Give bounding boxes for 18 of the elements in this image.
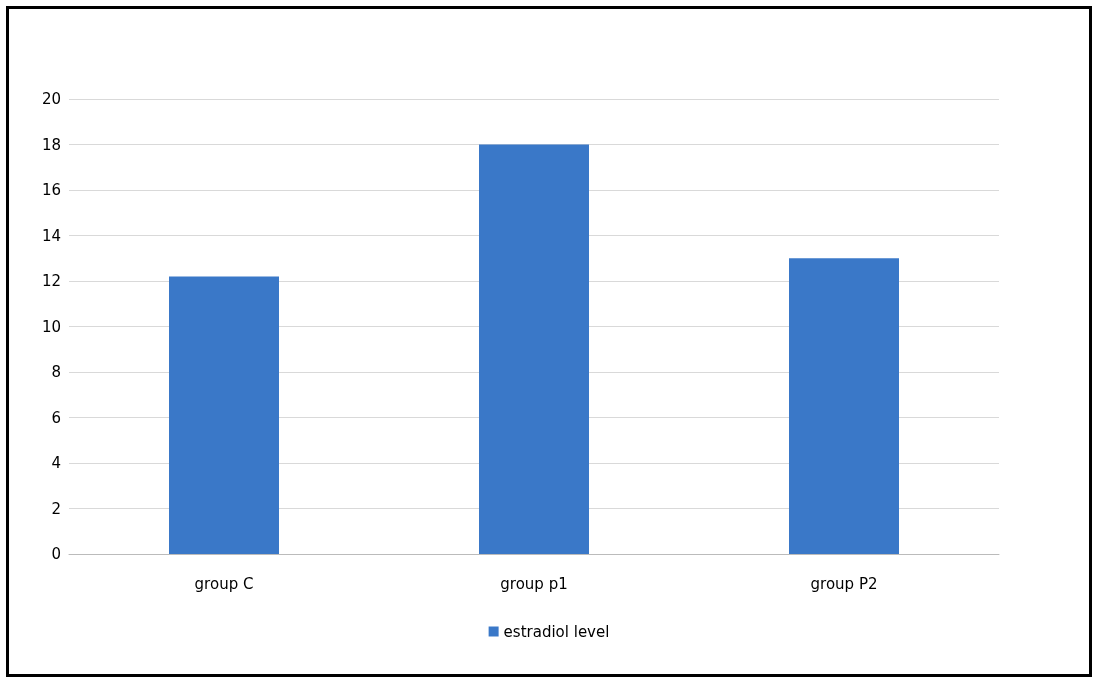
- y-tick-label: 8: [51, 363, 61, 381]
- y-tick-label: 18: [41, 135, 61, 154]
- y-tick-label: 10: [41, 317, 61, 336]
- bar: [479, 144, 589, 554]
- y-tick-label: 4: [51, 454, 61, 472]
- y-tick-label: 0: [51, 545, 61, 563]
- y-tick-label: 14: [41, 226, 61, 245]
- legend-label: estradiol level: [503, 622, 610, 641]
- bar: [789, 258, 899, 554]
- y-tick-label: 20: [41, 90, 61, 108]
- y-tick-label: 16: [41, 181, 61, 199]
- x-tick-label: group P2: [810, 574, 878, 593]
- y-tick-label: 12: [41, 272, 61, 290]
- y-tick-label: 6: [51, 408, 61, 427]
- x-tick-label: group C: [194, 574, 254, 593]
- x-tick-label: group p1: [500, 574, 568, 593]
- bar: [169, 276, 279, 554]
- y-tick-label: 2: [51, 499, 61, 518]
